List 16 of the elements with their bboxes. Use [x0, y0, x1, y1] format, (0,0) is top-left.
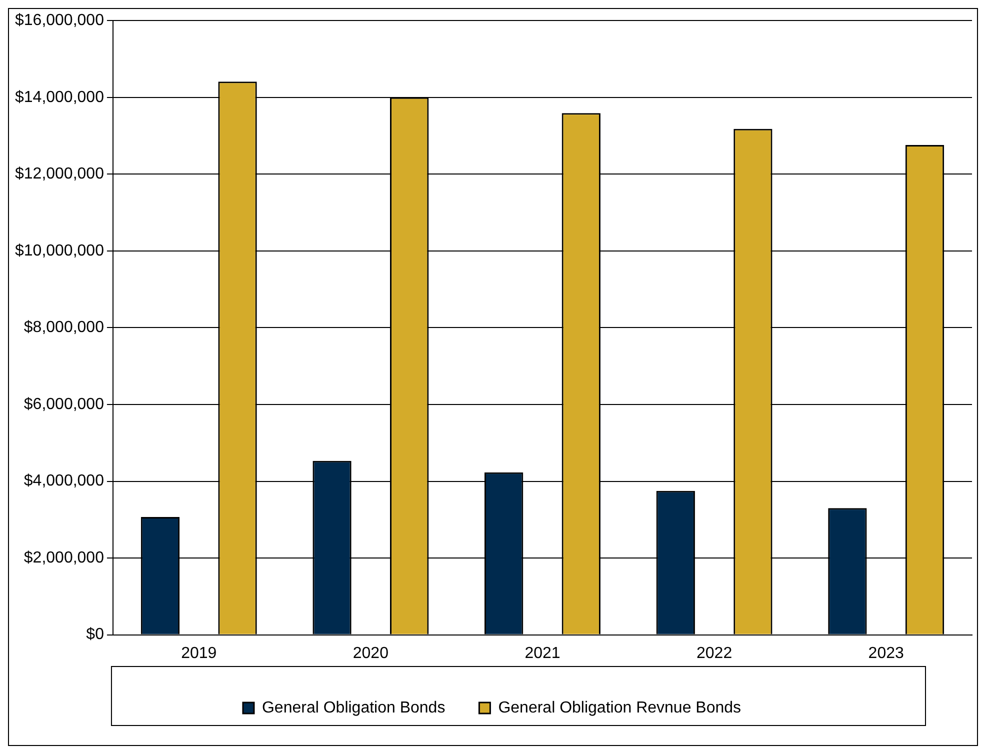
y-tick-label: $4,000,000: [24, 472, 104, 490]
y-tick-label: $10,000,000: [14, 242, 104, 260]
y-tick-label: $0: [86, 626, 104, 644]
x-tick-label: 2021: [524, 644, 560, 662]
x-tick-label: 2020: [352, 644, 389, 662]
y-tick-label: $16,000,000: [14, 12, 104, 30]
y-tick-label: $2,000,000: [24, 549, 104, 566]
y-tick-label: $8,000,000: [24, 319, 104, 336]
legend-label: General Obligation Revnue Bonds: [498, 699, 742, 716]
y-tick-label: $6,000,000: [24, 396, 104, 413]
y-tick-label: $14,000,000: [14, 88, 104, 106]
x-tick-label: 2023: [868, 644, 904, 662]
legend-label: General Obligation Bonds: [262, 699, 446, 716]
x-tick-label: 2019: [181, 644, 217, 662]
x-tick-label: 2022: [696, 644, 732, 662]
y-tick-label: $12,000,000: [14, 166, 104, 183]
